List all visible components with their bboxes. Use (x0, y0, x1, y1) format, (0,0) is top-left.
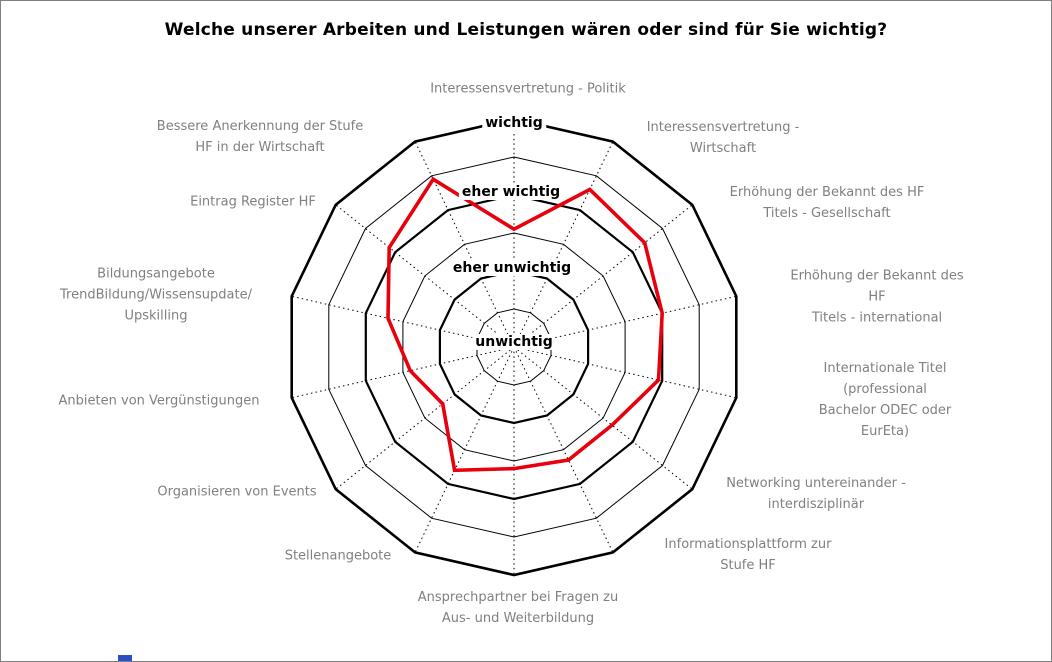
axis-label-13: Bessere Anerkennung der Stufe HF in der … (156, 118, 364, 155)
level-label-unwichtig: unwichtig (472, 334, 556, 350)
level-label-wichtig: wichtig (482, 115, 546, 131)
grid-ring-minor (476, 308, 552, 386)
axis-label-4: Internationale Titel (professional Bache… (818, 360, 952, 440)
series-polygon (386, 176, 665, 473)
axis-label-11: Bildungsangebote TrendBildung/Wissensupd… (59, 266, 253, 324)
grid-ring-major (290, 117, 738, 577)
axis-label-9: Organisieren von Events (157, 484, 317, 500)
level-label-eher-wichtig: eher wichtig (458, 184, 564, 200)
level-label-eher-unwichtig: eher unwichtig (449, 260, 575, 276)
axis-label-7: Ansprechpartner bei Fragen zu Aus- und W… (417, 589, 619, 626)
grid-ring-major (364, 193, 664, 501)
axis-label-6: Informationsplattform zur Stufe HF (664, 536, 832, 573)
axis-label-12: Eintrag Register HF (190, 194, 316, 210)
grid-ring-minor (402, 232, 626, 462)
axis-label-2: Erhöhung der Bekannt des HF Titels - Ges… (729, 184, 925, 221)
axis-label-0: Interessensvertretung - Politik (430, 81, 626, 97)
grid-ring-minor (328, 156, 700, 538)
chart-title: Welche unserer Arbeiten und Leistungen w… (164, 20, 888, 40)
axis-label-5: Networking untereinander - interdiszipli… (726, 475, 906, 512)
grid-ring-major (438, 269, 590, 425)
axis-label-1: Interessensvertretung - Wirtschaft (646, 119, 800, 156)
blue-marker (118, 655, 132, 661)
axis-label-8: Stellenangebote (284, 548, 392, 564)
axis-label-10: Anbieten von Vergünstigungen (58, 393, 260, 409)
axis-label-3: Erhöhung der Bekannt des HF Titels - int… (790, 268, 964, 326)
